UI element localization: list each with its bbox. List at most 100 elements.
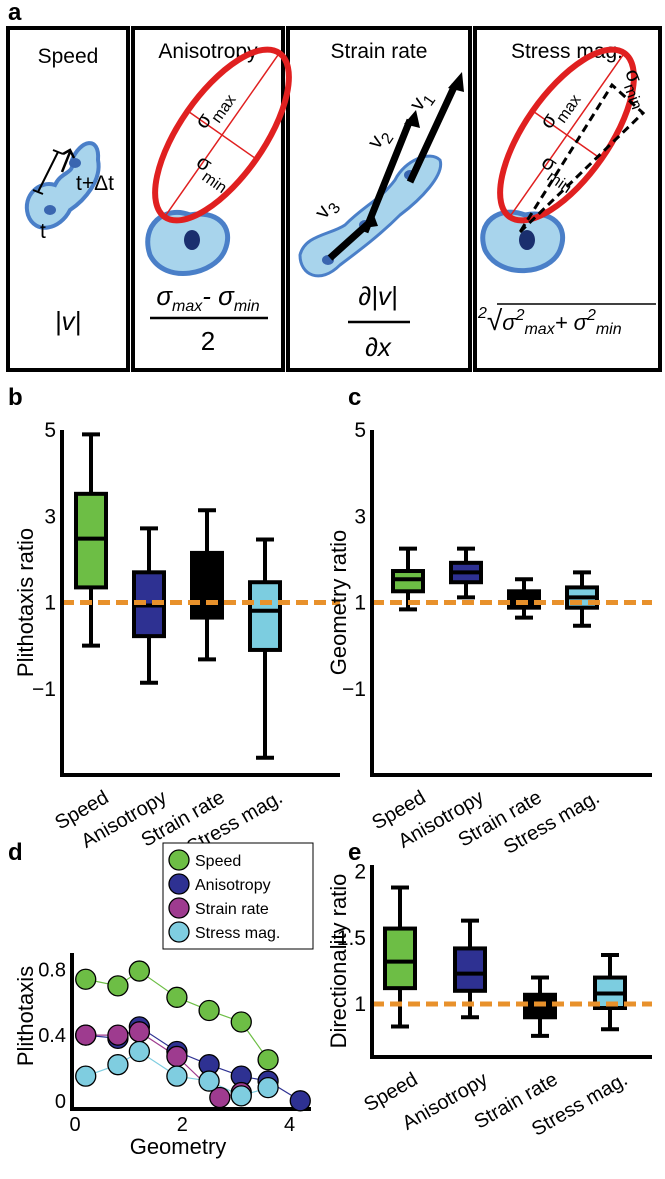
nucleus <box>184 230 200 250</box>
panel-title: Stress mag. <box>511 40 623 63</box>
point <box>198 999 220 1022</box>
point <box>166 1045 188 1068</box>
point <box>166 1065 188 1087</box>
point <box>75 1065 97 1087</box>
box <box>248 580 282 652</box>
subscript: min <box>234 298 260 315</box>
y-tick-label: 1 <box>44 592 56 615</box>
formula: |v| <box>55 306 82 336</box>
axes <box>70 953 311 1111</box>
panel-title: Anisotropy <box>158 40 258 63</box>
legend-marker <box>168 921 190 943</box>
arrow <box>60 148 76 173</box>
legend-label: Speed <box>195 853 241 870</box>
legend-marker <box>168 849 190 871</box>
annotation: v3 <box>310 194 344 226</box>
symbol: - σ <box>202 281 235 311</box>
legend-marker <box>168 873 190 895</box>
axes <box>60 430 340 777</box>
root-index: 2 <box>477 305 487 322</box>
y-tick-label: 3 <box>354 505 366 528</box>
point <box>257 1077 279 1099</box>
panel-a: a Speed Anisotropy Strain rate Stress ma… <box>6 0 662 372</box>
box <box>383 926 417 991</box>
point <box>198 1070 220 1092</box>
annotation: v2 <box>363 124 397 156</box>
bracket <box>32 149 64 195</box>
axis-line <box>187 110 257 160</box>
frame <box>6 26 130 372</box>
panel-title: Speed <box>38 45 99 68</box>
subscript: min <box>620 82 645 112</box>
point <box>107 1024 129 1046</box>
y-axis-label: Geometry ratio <box>326 530 351 676</box>
point <box>107 975 129 997</box>
y-tick-label: 1 <box>354 592 366 615</box>
root-sign: √ <box>487 305 503 336</box>
panel-label: a <box>8 0 22 26</box>
annotation: σmin <box>616 66 656 112</box>
panel-label: c <box>348 384 361 411</box>
x-axis-label: Geometry <box>130 1134 227 1159</box>
y-tick-label: 5 <box>44 419 56 442</box>
axes <box>370 430 652 777</box>
y-tick-label: 3 <box>44 505 56 528</box>
panel-label: e <box>348 839 361 866</box>
nucleus <box>44 205 56 215</box>
y-axis-label: Plithotaxis <box>13 966 38 1066</box>
point <box>128 1021 151 1043</box>
point <box>166 986 188 1008</box>
frame <box>473 26 662 372</box>
formula: 2√σ2max+ σ2min <box>477 305 622 338</box>
panel-label: b <box>8 384 23 411</box>
point <box>289 1090 311 1112</box>
annotation: t <box>40 220 46 243</box>
annotation: t+Δt <box>76 172 114 195</box>
annotation: σmax <box>190 84 239 137</box>
x-tick-label: 0 <box>69 1114 80 1136</box>
x-tick-label: 4 <box>284 1114 295 1136</box>
y-tick-label: 5 <box>354 419 366 442</box>
formula-denominator: ∂x <box>365 332 392 362</box>
y-tick-label: 1 <box>354 993 366 1016</box>
point <box>209 1086 231 1109</box>
y-tick-label: 1.5 <box>337 927 366 950</box>
point <box>128 1040 151 1063</box>
legend-label: Stress mag. <box>195 925 280 942</box>
point <box>257 1049 279 1071</box>
formula-numerator: σmax- σmin <box>156 281 259 315</box>
point <box>230 1085 252 1107</box>
y-tick-label: 0 <box>55 1091 66 1113</box>
y-axis-label: Plithotaxis ratio <box>13 528 38 677</box>
vector-triangle <box>518 82 646 234</box>
symbol: σ <box>156 281 173 311</box>
frame <box>131 26 285 372</box>
nucleus <box>519 230 535 250</box>
arrowhead <box>364 72 464 228</box>
box <box>453 946 487 993</box>
formula-denominator: 2 <box>201 326 215 356</box>
frame <box>286 26 472 372</box>
panel-label: d <box>8 839 23 866</box>
y-tick-label: −1 <box>32 678 56 701</box>
axis-line <box>532 110 602 160</box>
nucleus <box>69 158 81 168</box>
axes <box>370 865 652 1059</box>
point <box>75 968 97 990</box>
y-tick-label: −1 <box>342 678 366 701</box>
point <box>128 960 151 982</box>
annotation: σmax <box>535 84 584 137</box>
point <box>107 1054 129 1076</box>
y-axis-label: Directionality ratio <box>326 874 351 1049</box>
legend-label: Strain rate <box>195 901 269 918</box>
y-tick-label: 2 <box>354 861 366 884</box>
point <box>230 1011 252 1033</box>
point <box>75 1024 97 1046</box>
legend-label: Anisotropy <box>195 877 271 894</box>
panel-title: Strain rate <box>331 40 428 63</box>
subscript: max <box>172 298 203 315</box>
superscript: 2 <box>515 307 525 324</box>
symbol: + σ <box>555 310 588 335</box>
legend-marker <box>168 897 190 919</box>
